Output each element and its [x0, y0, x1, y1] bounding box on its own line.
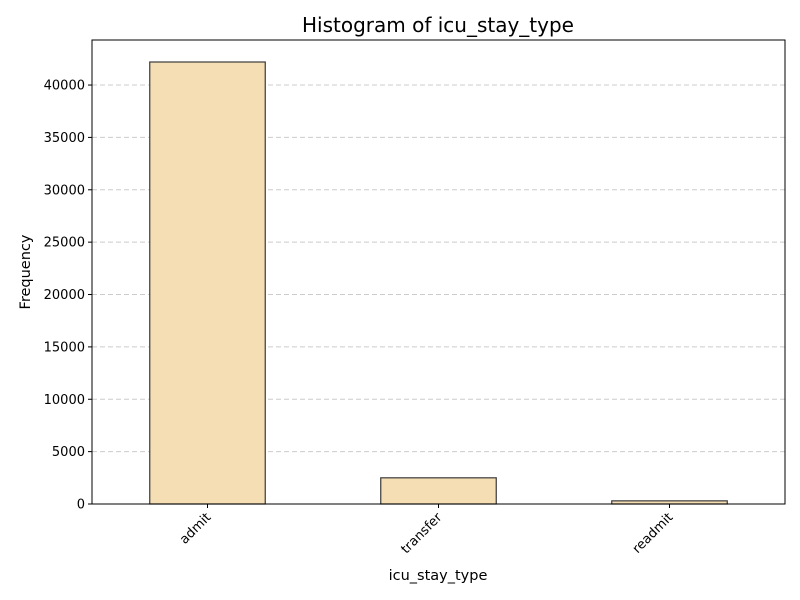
y-axis: 0 5000 10000 15000 20000 25000 30000 35000 40000	[44, 79, 92, 513]
y-tick-label: 30000	[44, 183, 85, 198]
bar-admit	[149, 61, 266, 505]
bars	[149, 61, 728, 505]
y-tick-label: 0	[77, 498, 85, 513]
y-tick-label: 35000	[44, 131, 85, 146]
y-tick-label: 5000	[52, 445, 85, 460]
y-axis-title: Frequency	[18, 234, 34, 309]
y-tick-label: 25000	[44, 236, 85, 251]
x-tick-label: readmit	[630, 510, 676, 556]
chart-title: Histogram of icu_stay_type	[302, 13, 574, 37]
x-tick-label: transfer	[398, 510, 445, 557]
x-tick-label: admit	[177, 510, 214, 547]
x-axis-title: icu_stay_type	[389, 568, 488, 584]
y-tick-label: 15000	[44, 340, 85, 355]
bar-transfer	[380, 477, 497, 505]
y-tick-label: 20000	[44, 288, 85, 303]
y-tick-label: 40000	[44, 79, 85, 94]
x-axis: admit transfer readmit	[177, 504, 676, 557]
y-tick-label: 10000	[44, 393, 85, 408]
